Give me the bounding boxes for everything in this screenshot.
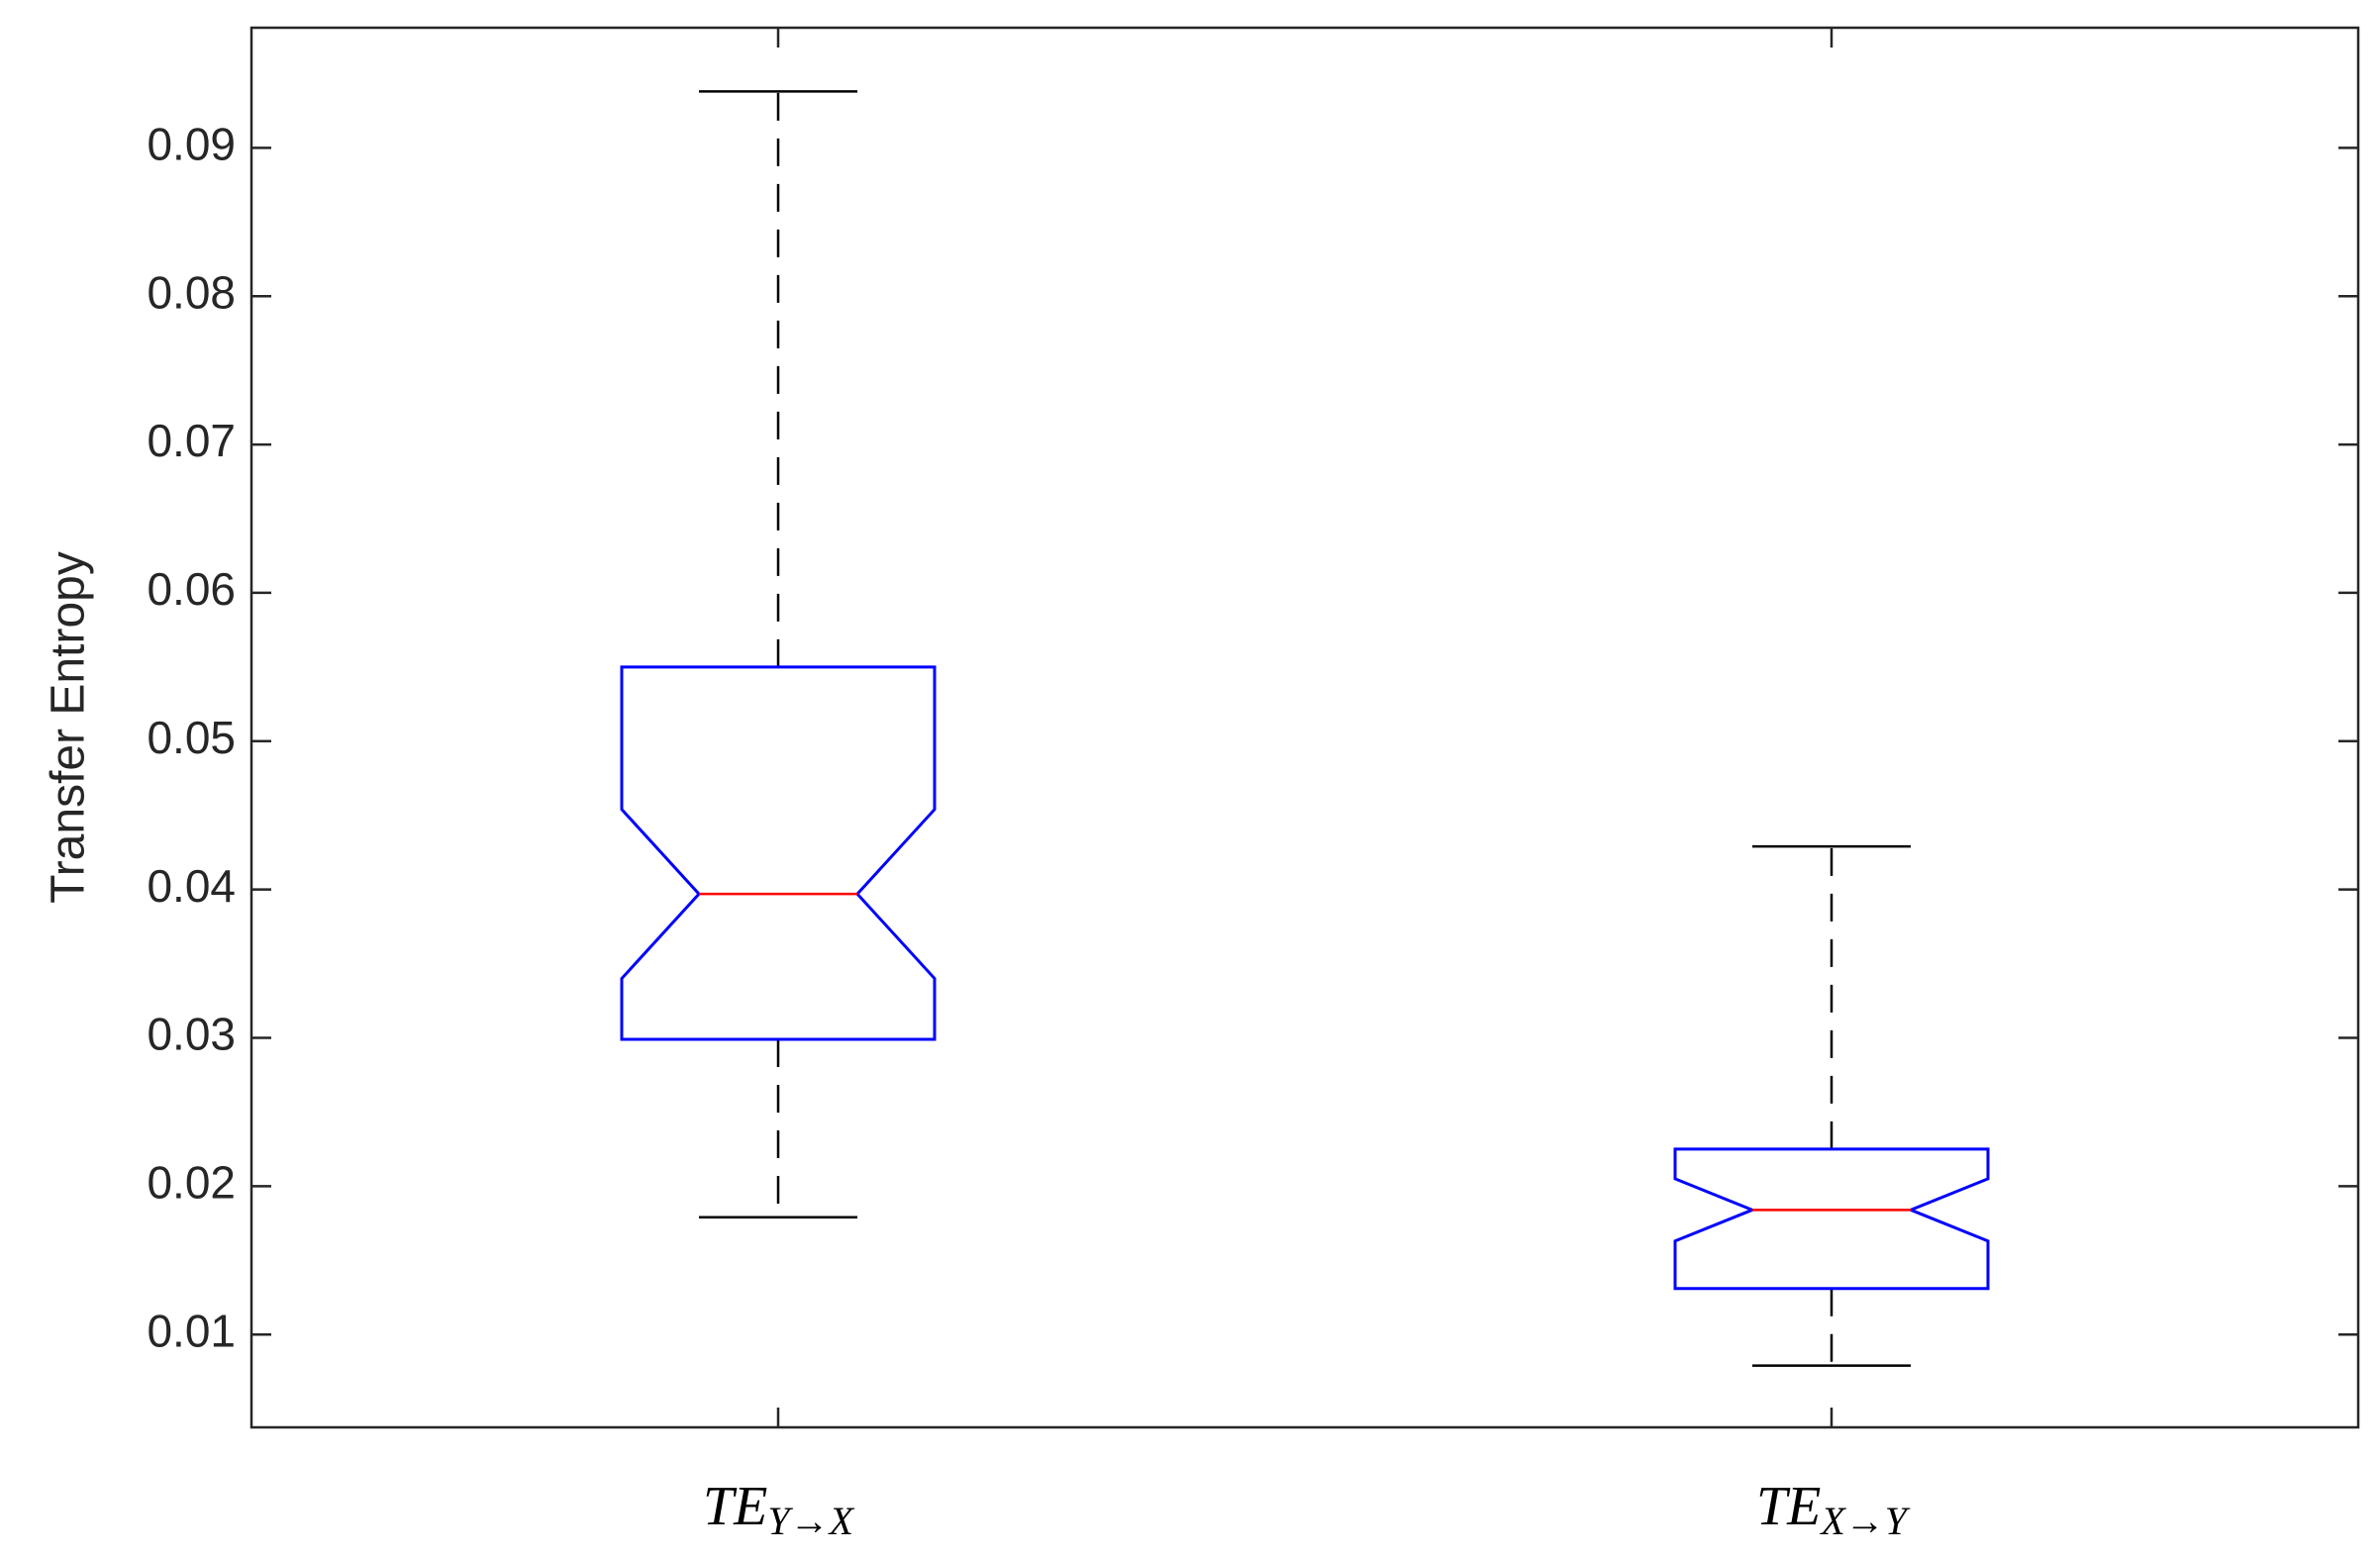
y-tick-label: 0.04: [147, 860, 236, 912]
y-tick-label: 0.02: [147, 1156, 236, 1208]
y-tick-label: 0.07: [147, 415, 236, 466]
y-tick-label: 0.05: [147, 712, 236, 763]
category-main: TE: [703, 1476, 767, 1537]
y-axis-label: Transfer Entropy: [43, 551, 95, 904]
category-sub: Y→X: [767, 1499, 854, 1543]
category-sub: X→Y: [1819, 1499, 1910, 1543]
y-tick-label: 0.03: [147, 1009, 236, 1060]
axes-frame: [249, 26, 2360, 1429]
y-tick-label: 0.09: [147, 119, 236, 170]
y-tick-label: 0.08: [147, 266, 236, 318]
y-tick-label: 0.01: [147, 1305, 236, 1356]
category-main: TE: [1756, 1476, 1821, 1537]
x-tick-label: TEY→X: [703, 1476, 855, 1543]
box: [620, 665, 937, 1041]
box: [1673, 1147, 1990, 1291]
x-tick-label: TEX→Y: [1756, 1476, 1911, 1543]
y-tick-label: 0.06: [147, 563, 236, 615]
